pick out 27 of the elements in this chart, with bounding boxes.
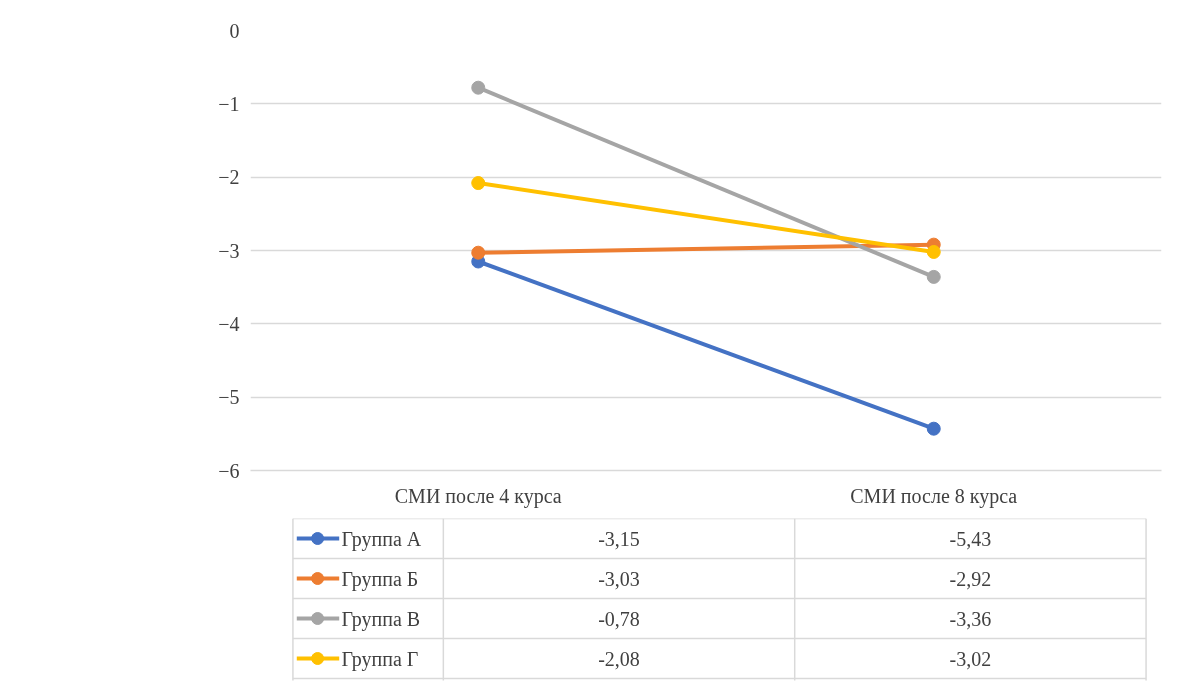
- y-tick-label: −3: [218, 239, 240, 262]
- point: [471, 176, 486, 191]
- y-tick-label: −1: [218, 92, 240, 115]
- y-tick-label: −2: [218, 166, 240, 189]
- point: [926, 421, 941, 436]
- data-label: -5,43: [949, 527, 992, 550]
- x-tick-label: СМИ после 4 курса: [394, 484, 562, 508]
- x-tick-label: СМИ после 8 курса: [850, 484, 1018, 508]
- point: [926, 269, 941, 284]
- data-label: -3,02: [949, 647, 992, 670]
- legend-label: Группа А: [341, 527, 422, 551]
- data-label: -0,78: [598, 607, 640, 630]
- y-tick-label: −5: [218, 386, 240, 409]
- point: [926, 244, 941, 259]
- point: [471, 80, 486, 95]
- y-tick-label: 0: [229, 19, 240, 42]
- legend-label: Группа Г: [341, 647, 419, 671]
- data-label: -3,03: [598, 567, 640, 590]
- data-label: -2,08: [598, 647, 640, 670]
- legend-label: Группа В: [341, 607, 421, 631]
- point: [471, 245, 486, 260]
- y-tick-label: −4: [218, 312, 240, 335]
- data-label: -3,15: [598, 527, 640, 550]
- data-label: -2,92: [949, 567, 992, 590]
- y-tick-label: −6: [218, 459, 240, 482]
- data-label: -3,36: [949, 607, 992, 630]
- legend-label: Группа Б: [341, 567, 419, 591]
